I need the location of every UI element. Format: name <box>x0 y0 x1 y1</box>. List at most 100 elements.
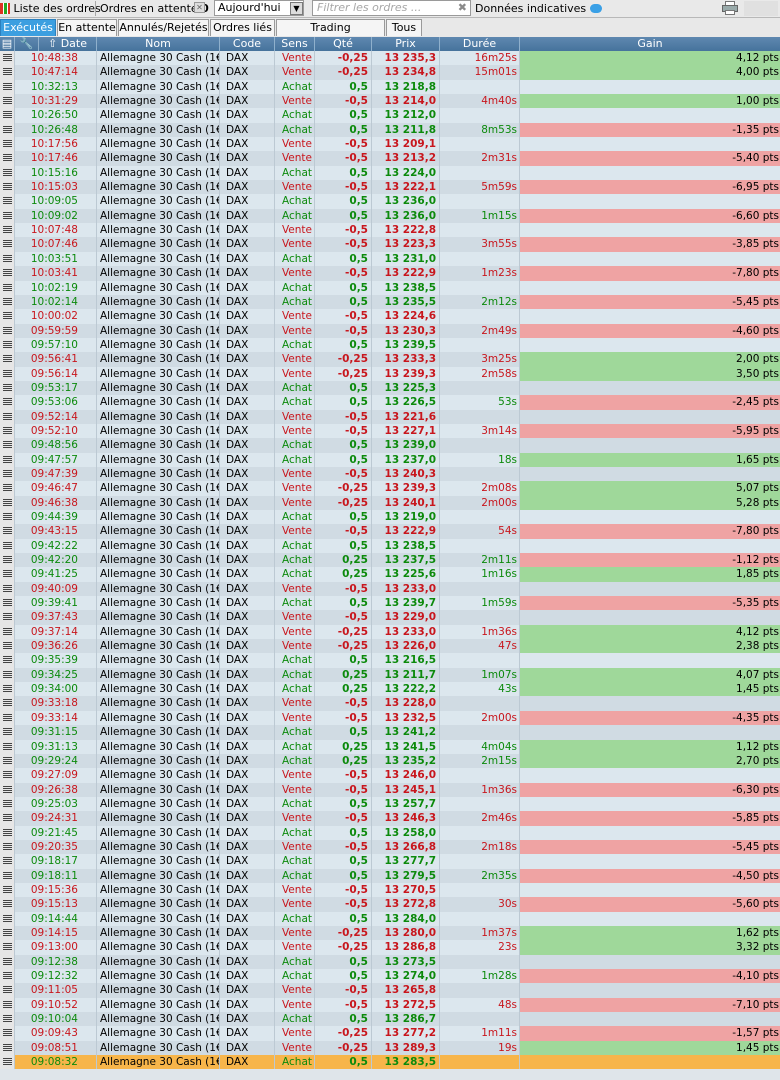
table-row[interactable]: 09:34:25 Allemagne 30 Cash (1€) DAX Achat 0,… <box>0 667 780 683</box>
table-row[interactable]: 09:11:05 Allemagne 30 Cash (1€) DAX Vente -0… <box>0 983 780 998</box>
table-row[interactable]: 09:31:13 Allemagne 30 Cash (1€) DAX Achat 0,… <box>0 739 780 754</box>
order-detail-icon[interactable] <box>0 251 15 267</box>
order-detail-icon[interactable] <box>0 1026 15 1041</box>
table-row[interactable]: 10:17:56 Allemagne 30 Cash (1€) DAX Vente -0… <box>0 137 780 152</box>
table-row[interactable]: 09:46:38 Allemagne 30 Cash (1€) DAX Vente -0… <box>0 495 780 510</box>
vertical-scrollbar-arrow[interactable] <box>744 1 778 16</box>
column-header-price[interactable]: Prix <box>372 37 440 51</box>
order-detail-icon[interactable] <box>0 725 15 740</box>
order-detail-icon[interactable] <box>0 682 15 697</box>
order-detail-icon[interactable] <box>0 366 15 381</box>
order-detail-icon[interactable] <box>0 94 15 109</box>
table-row[interactable]: 09:10:04 Allemagne 30 Cash (1€) DAX Achat 0,… <box>0 1012 780 1027</box>
table-row[interactable]: 09:41:25 Allemagne 30 Cash (1€) DAX Achat 0,… <box>0 567 780 582</box>
table-row[interactable]: 10:17:46 Allemagne 30 Cash (1€) DAX Vente -0… <box>0 151 780 166</box>
order-detail-icon[interactable] <box>0 997 15 1013</box>
table-row[interactable]: 10:31:29 Allemagne 30 Cash (1€) DAX Vente -0… <box>0 94 780 109</box>
table-row[interactable]: 09:08:51 Allemagne 30 Cash (1€) DAX Vente -0… <box>0 1040 780 1056</box>
table-row[interactable]: 09:27:09 Allemagne 30 Cash (1€) DAX Vente -0… <box>0 768 780 783</box>
table-row[interactable]: 09:37:14 Allemagne 30 Cash (1€) DAX Vente -0… <box>0 624 780 640</box>
table-row[interactable]: 09:47:39 Allemagne 30 Cash (1€) DAX Vente -0… <box>0 466 780 482</box>
order-detail-icon[interactable] <box>0 639 15 654</box>
order-detail-icon[interactable] <box>0 954 15 969</box>
column-header-name[interactable]: Nom <box>97 37 220 51</box>
order-detail-icon[interactable] <box>0 151 15 166</box>
table-row[interactable]: 10:07:46 Allemagne 30 Cash (1€) DAX Vente -0… <box>0 237 780 252</box>
order-detail-icon[interactable] <box>0 294 15 310</box>
table-row[interactable]: 09:57:10 Allemagne 30 Cash (1€) DAX Achat 0,… <box>0 337 780 353</box>
order-detail-icon[interactable] <box>0 466 15 482</box>
order-detail-icon[interactable] <box>0 122 15 138</box>
order-detail-icon[interactable] <box>0 739 15 754</box>
order-detail-icon[interactable] <box>0 51 15 66</box>
table-row[interactable]: 10:26:50 Allemagne 30 Cash (1€) DAX Achat 0,… <box>0 108 780 123</box>
table-row[interactable]: 09:59:59 Allemagne 30 Cash (1€) DAX Vente -0… <box>0 323 780 338</box>
table-row[interactable]: 09:20:35 Allemagne 30 Cash (1€) DAX Vente -0… <box>0 839 780 855</box>
table-row[interactable]: 10:15:03 Allemagne 30 Cash (1€) DAX Vente -0… <box>0 180 780 195</box>
table-row[interactable]: 10:48:38 Allemagne 30 Cash (1€) DAX Vente -0… <box>0 51 780 66</box>
order-detail-icon[interactable] <box>0 352 15 367</box>
order-detail-icon[interactable] <box>0 868 15 883</box>
table-row[interactable]: 10:09:05 Allemagne 30 Cash (1€) DAX Achat 0,… <box>0 194 780 209</box>
table-row[interactable]: 09:53:06 Allemagne 30 Cash (1€) DAX Achat 0,… <box>0 395 780 410</box>
order-detail-icon[interactable] <box>0 653 15 668</box>
table-row[interactable]: 09:15:13 Allemagne 30 Cash (1€) DAX Vente -0… <box>0 897 780 912</box>
column-header-duration[interactable]: Durée <box>440 37 520 51</box>
column-header-date[interactable]: ⇧ Date <box>39 37 97 51</box>
order-detail-icon[interactable] <box>0 323 15 338</box>
order-detail-icon[interactable] <box>0 983 15 998</box>
table-row[interactable]: 09:52:14 Allemagne 30 Cash (1€) DAX Vente -0… <box>0 409 780 424</box>
order-detail-icon[interactable] <box>0 495 15 510</box>
tab-en-attente[interactable]: En attente <box>57 19 117 36</box>
order-detail-icon[interactable] <box>0 782 15 797</box>
table-row[interactable]: 09:52:10 Allemagne 30 Cash (1€) DAX Vente -0… <box>0 423 780 439</box>
table-row[interactable]: 09:15:36 Allemagne 30 Cash (1€) DAX Vente -0… <box>0 882 780 898</box>
table-row[interactable]: 09:56:41 Allemagne 30 Cash (1€) DAX Vente -0… <box>0 352 780 367</box>
order-detail-icon[interactable] <box>0 882 15 898</box>
order-detail-icon[interactable] <box>0 940 15 955</box>
tab-annules-rejetes[interactable]: Annulés/Rejetés <box>118 19 209 36</box>
table-row[interactable]: 09:35:39 Allemagne 30 Cash (1€) DAX Achat 0,… <box>0 653 780 668</box>
order-detail-icon[interactable] <box>0 811 15 826</box>
pending-orders-control[interactable]: Ordres en attente 0 <box>100 2 209 15</box>
table-row[interactable]: 09:33:18 Allemagne 30 Cash (1€) DAX Vente -0… <box>0 696 780 711</box>
order-detail-icon[interactable] <box>0 266 15 281</box>
table-row[interactable]: 10:15:16 Allemagne 30 Cash (1€) DAX Achat 0,… <box>0 165 780 181</box>
table-row[interactable]: 10:02:14 Allemagne 30 Cash (1€) DAX Achat 0,… <box>0 294 780 310</box>
table-row[interactable]: 10:03:51 Allemagne 30 Cash (1€) DAX Achat 0,… <box>0 251 780 267</box>
table-row[interactable]: 09:24:31 Allemagne 30 Cash (1€) DAX Vente -0… <box>0 811 780 826</box>
order-detail-icon[interactable] <box>0 524 15 539</box>
table-row[interactable]: 09:53:17 Allemagne 30 Cash (1€) DAX Achat 0,… <box>0 380 780 396</box>
tab-tous[interactable]: Tous <box>386 19 422 36</box>
printer-icon[interactable] <box>722 1 738 15</box>
column-chooser-icon[interactable]: ▤ <box>0 37 15 51</box>
pending-clear-icon[interactable]: ✕ <box>194 2 205 13</box>
table-row[interactable]: 09:14:44 Allemagne 30 Cash (1€) DAX Achat 0,… <box>0 911 780 926</box>
table-row[interactable]: 10:03:41 Allemagne 30 Cash (1€) DAX Vente -0… <box>0 266 780 281</box>
table-row[interactable]: 10:32:13 Allemagne 30 Cash (1€) DAX Achat 0,… <box>0 79 780 95</box>
order-detail-icon[interactable] <box>0 796 15 812</box>
table-row[interactable]: 09:43:15 Allemagne 30 Cash (1€) DAX Vente -0… <box>0 524 780 539</box>
table-row[interactable]: 09:25:03 Allemagne 30 Cash (1€) DAX Achat 0,… <box>0 796 780 812</box>
table-row[interactable]: 09:36:26 Allemagne 30 Cash (1€) DAX Vente -0… <box>0 639 780 654</box>
table-row[interactable]: 09:21:45 Allemagne 30 Cash (1€) DAX Achat 0,… <box>0 825 780 840</box>
tab-executes[interactable]: Exécutés <box>0 19 56 36</box>
tab-ordres-lies[interactable]: Ordres liés <box>210 19 275 36</box>
table-row[interactable]: 09:26:38 Allemagne 30 Cash (1€) DAX Vente -0… <box>0 782 780 797</box>
order-detail-icon[interactable] <box>0 237 15 252</box>
order-detail-icon[interactable] <box>0 854 15 869</box>
table-row[interactable]: 09:39:41 Allemagne 30 Cash (1€) DAX Achat 0,… <box>0 596 780 611</box>
order-detail-icon[interactable] <box>0 538 15 554</box>
order-detail-icon[interactable] <box>0 137 15 152</box>
order-detail-icon[interactable] <box>0 194 15 209</box>
table-row[interactable]: 09:40:09 Allemagne 30 Cash (1€) DAX Vente -0… <box>0 581 780 597</box>
table-row[interactable]: 09:18:17 Allemagne 30 Cash (1€) DAX Achat 0,… <box>0 854 780 869</box>
table-row[interactable]: 09:42:20 Allemagne 30 Cash (1€) DAX Achat 0,… <box>0 553 780 568</box>
table-row[interactable]: 09:14:15 Allemagne 30 Cash (1€) DAX Vente -0… <box>0 925 780 941</box>
order-detail-icon[interactable] <box>0 839 15 855</box>
table-row[interactable]: 10:02:19 Allemagne 30 Cash (1€) DAX Achat 0,… <box>0 280 780 295</box>
order-detail-icon[interactable] <box>0 624 15 640</box>
order-detail-icon[interactable] <box>0 1012 15 1027</box>
order-detail-icon[interactable] <box>0 481 15 496</box>
clear-filter-icon[interactable]: ✖ <box>457 1 467 14</box>
